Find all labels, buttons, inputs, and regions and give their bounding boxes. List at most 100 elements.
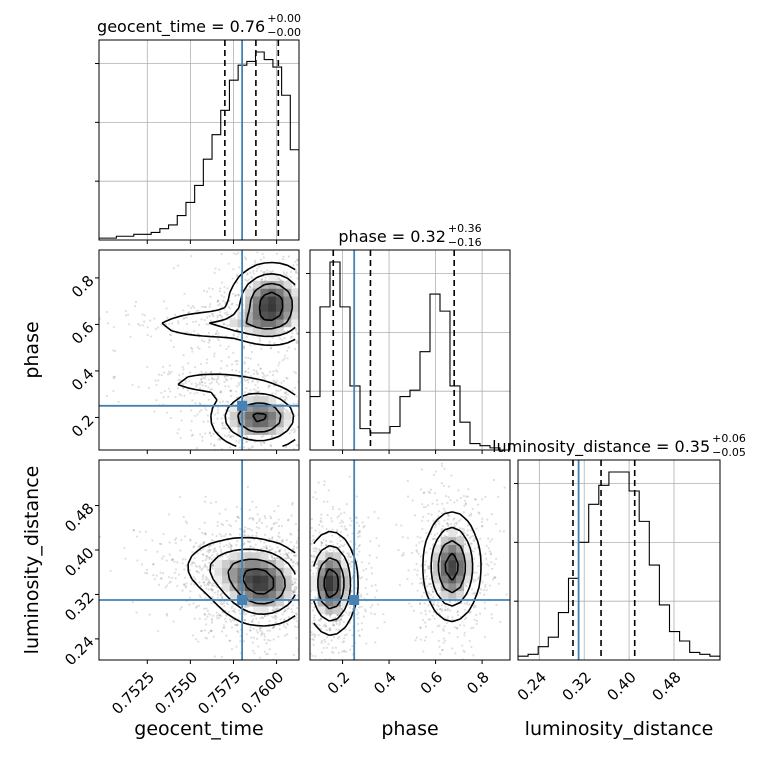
sample-point [210,602,213,605]
sample-point [312,410,314,412]
sample-point [484,583,487,587]
sample-point [295,585,298,589]
sample-point [191,347,194,350]
sample-point [146,365,149,369]
sample-point [320,513,323,516]
sample-point [365,642,368,645]
sample-point [207,551,211,554]
sample-point [335,628,338,631]
sample-point [219,314,222,317]
sample-point [222,624,226,627]
sample-point [263,614,266,618]
sample-point [293,554,297,558]
sample-point [285,633,289,636]
sample-point [420,612,423,615]
sample-point [250,275,253,278]
sample-point [305,581,307,583]
sample-point [325,539,328,543]
sample-point [218,314,222,317]
sample-point [423,602,426,605]
sample-point [296,557,298,559]
sample-point [429,582,433,585]
sample-point [294,260,297,263]
sample-point [193,392,196,395]
density-cell [229,411,238,420]
sample-point [472,571,476,574]
sample-point [112,349,115,352]
sample-point [223,626,226,629]
density-cell [252,560,261,568]
sample-point [304,671,306,673]
sample-point [195,638,198,641]
sample-point [209,319,212,322]
sample-point [235,439,238,443]
sample-point [286,623,289,626]
sample-point [294,371,297,375]
sample-point [199,584,203,587]
sample-point [301,277,303,279]
density-cell [222,583,231,592]
sample-point [313,342,315,344]
sample-point [302,414,304,416]
sample-point [301,577,303,579]
sample-point [322,500,326,503]
sample-point [215,454,217,456]
sample-point [249,374,252,378]
sample-point [336,613,339,617]
sample-point [332,549,335,553]
sample-point [205,557,208,560]
sample-point [245,633,248,636]
sample-point [94,317,96,319]
sample-point [199,377,203,380]
sample-point [230,544,233,547]
sample-point [335,548,338,551]
density-cell [252,590,261,599]
sample-point [212,614,215,617]
title-plus-phase: +0.36 [448,222,482,235]
sample-point [335,529,339,532]
sample-point [247,534,250,537]
sample-point [160,323,163,326]
sample-point [237,609,241,612]
sample-point [285,622,289,625]
density-cell [275,296,284,305]
sample-point [286,349,289,352]
sample-point [483,601,486,604]
sample-point [204,371,207,374]
sample-point [198,527,201,530]
sample-point [205,323,208,326]
ytick-label-phase-3: 0.8 [68,272,98,302]
sample-point [470,514,473,517]
sample-point [407,569,410,572]
sample-point [280,541,284,544]
density-cell [268,303,277,312]
sample-point [468,639,471,643]
sample-point [347,555,350,559]
sample-point [206,414,209,417]
sample-point [199,402,202,406]
sample-point [463,528,466,531]
sample-point [328,629,331,632]
sample-point [307,594,309,596]
sample-point [426,565,429,568]
sample-point [252,461,254,463]
sample-point [207,341,210,344]
density-cell [260,419,269,428]
sample-point [265,547,268,550]
sample-point [324,309,326,311]
sample-point [373,510,376,513]
sample-point [470,645,473,649]
sample-point [235,363,239,366]
xtick-label-phase-2: 0.6 [417,668,447,698]
sample-point [289,270,293,274]
density-cell [317,590,326,599]
sample-point [293,581,296,584]
sample-point [450,474,453,477]
sample-point [213,591,216,594]
sample-point [320,517,323,520]
sample-point [318,408,320,410]
density-cell [268,411,277,420]
sample-point [290,514,293,517]
sample-point [218,287,222,290]
sample-point [292,590,296,593]
